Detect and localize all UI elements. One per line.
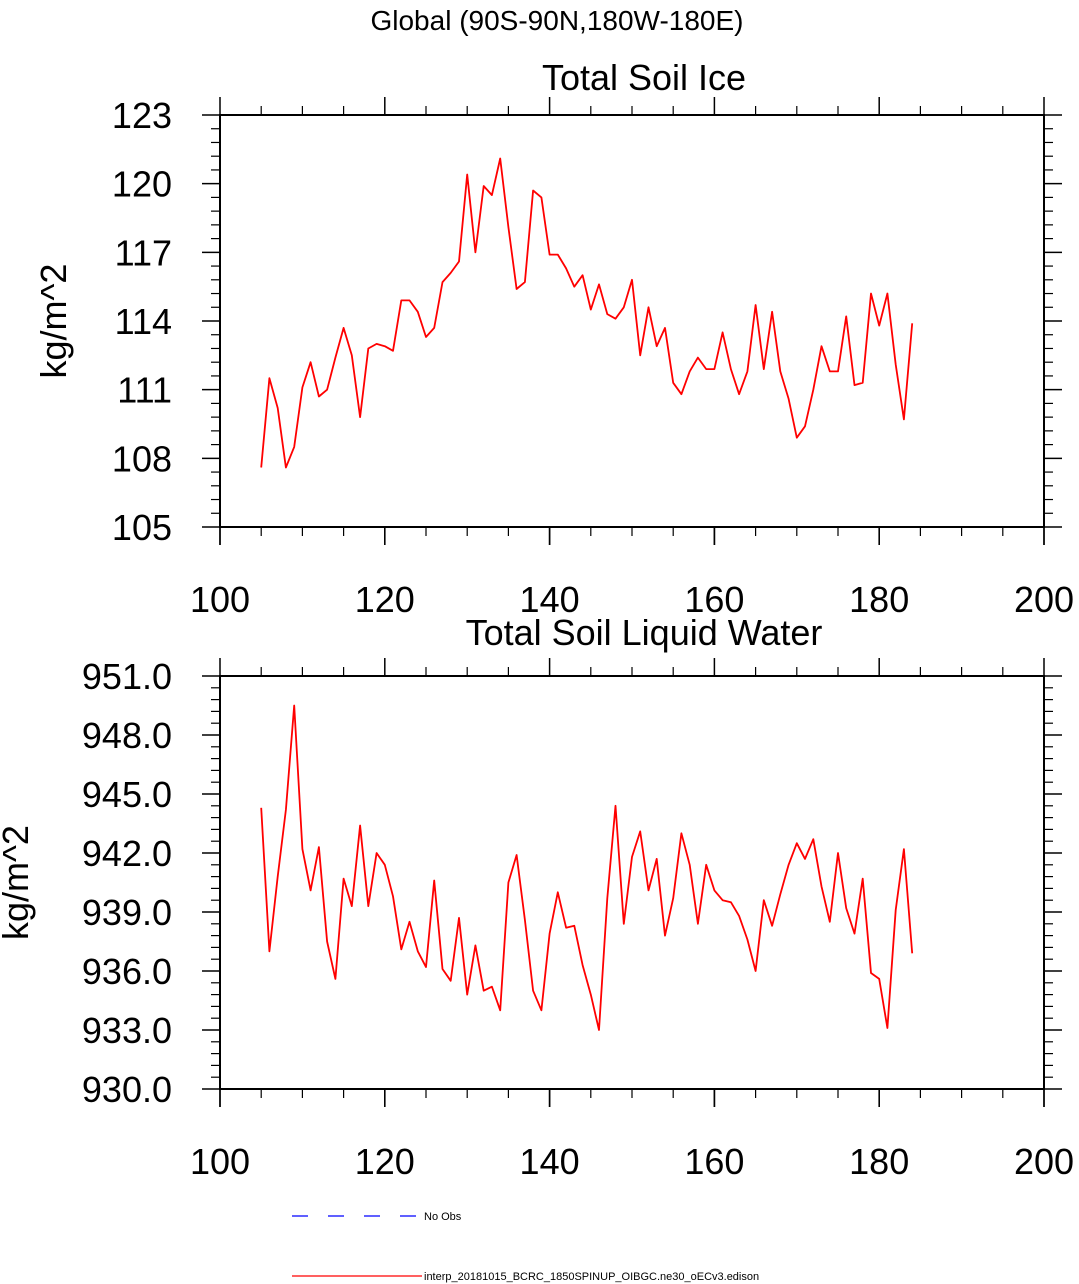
legend: No Obs interp_20181015_BCRC_1850SPINUP_O… — [292, 1211, 759, 1283]
y-tick-label: 951.0 — [82, 656, 172, 697]
x-tick-label: 120 — [355, 579, 415, 620]
y-tick-label: 114 — [115, 301, 172, 342]
legend-label-no-obs: No Obs — [424, 1211, 462, 1223]
panel-total-soil-liquid-water: Total Soil Liquid Water 100 120 140 160 180 20… — [0, 612, 1074, 1182]
x-tick-label: 180 — [849, 579, 909, 620]
y-tick-label: 933.0 — [82, 1010, 172, 1051]
x-tick-label: 200 — [1014, 579, 1074, 620]
y-tick-label: 117 — [115, 232, 172, 273]
figure-suptitle: Global (90S-90N,180W-180E) — [370, 5, 743, 36]
x-tick-label: 140 — [520, 1141, 580, 1182]
y-axis-label: kg/m^2 — [0, 825, 36, 940]
y-tick-label: 120 — [112, 164, 172, 205]
y-tick-label: 123 — [112, 95, 172, 136]
series-line — [260, 157, 914, 469]
chart-title: Total Soil Ice — [542, 57, 746, 98]
x-tick-label: 100 — [190, 1141, 250, 1182]
x-tick-label: 160 — [684, 579, 744, 620]
y-tick-label: 930.0 — [82, 1069, 172, 1110]
chart-title: Total Soil Liquid Water — [466, 612, 823, 653]
plot-frame — [219, 114, 1045, 528]
x-tick-label: 100 — [190, 579, 250, 620]
x-tick-label: 140 — [520, 579, 580, 620]
x-tick-label: 120 — [355, 1141, 415, 1182]
x-tick-label: 160 — [684, 1141, 744, 1182]
x-tick-label: 200 — [1014, 1141, 1074, 1182]
y-tick-label: 936.0 — [82, 951, 172, 992]
y-tick-label: 108 — [112, 438, 172, 479]
y-tick-label: 111 — [117, 370, 172, 411]
y-tick-label: 945.0 — [82, 774, 172, 815]
panel-total-soil-ice: Total Soil Ice 100 120 140 160 180 200 105 108 11… — [33, 57, 1074, 620]
series-line — [260, 704, 914, 1031]
y-tick-label: 939.0 — [82, 892, 172, 933]
y-tick-label: 105 — [112, 507, 172, 548]
y-tick-label: 948.0 — [82, 715, 172, 756]
legend-label-model-run: interp_20181015_BCRC_1850SPINUP_OIBGC.ne… — [424, 1271, 759, 1283]
y-axis-label: kg/m^2 — [33, 264, 74, 379]
x-tick-label: 180 — [849, 1141, 909, 1182]
y-tick-label: 942.0 — [82, 833, 172, 874]
